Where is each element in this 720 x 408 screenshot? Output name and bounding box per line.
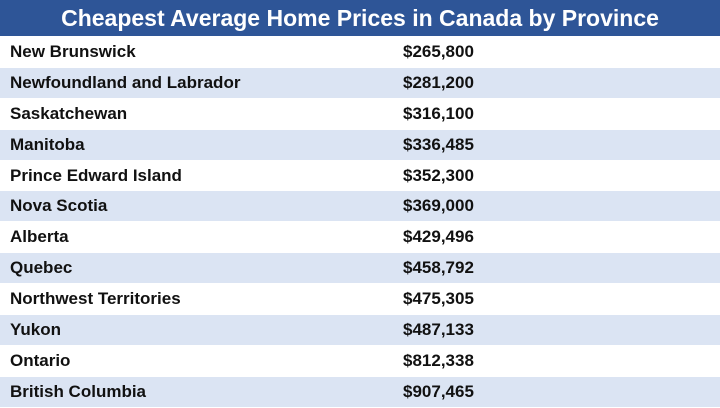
price-cell: $281,200 [403,72,474,92]
province-cell: Manitoba [10,134,85,154]
price-cell: $487,133 [403,320,474,340]
province-cell: British Columbia [10,381,147,401]
province-cell: Ontario [10,350,71,370]
price-cell: $907,465 [403,381,474,401]
table-row: Newfoundland and Labrador $281,200 [0,67,720,98]
table-row: British Columbia $907,465 [0,376,720,407]
province-cell: Newfoundland and Labrador [10,72,241,92]
province-cell: Yukon [10,320,62,340]
table-body: New Brunswick $265,800 Newfoundland and La… [0,37,720,408]
table-row: Ontario $812,338 [0,345,720,376]
table-row: New Brunswick $265,800 [0,37,720,67]
table-row: Northwest Territories $475,305 [0,284,720,315]
province-cell: New Brunswick [10,42,136,61]
table-row: Quebec $458,792 [0,253,720,284]
price-cell: $265,800 [403,42,474,61]
price-cell: $336,485 [403,134,474,154]
table-title: Cheapest Average Home Prices in Canada b… [0,0,720,36]
price-cell: $812,338 [403,350,474,370]
province-cell: Saskatchewan [10,103,128,123]
province-cell: Prince Edward Island [10,165,182,185]
province-cell: Nova Scotia [10,196,108,216]
price-cell: $369,000 [403,196,474,216]
price-cell: $352,300 [403,165,474,185]
price-cell: $475,305 [403,289,474,309]
province-cell: Alberta [10,227,69,247]
price-cell: $429,496 [403,227,474,247]
price-cell: $316,100 [403,103,474,123]
table-row: Prince Edward Island $352,300 [0,160,720,191]
table-row: Yukon $487,133 [0,315,720,346]
province-cell: Quebec [10,258,73,278]
table-row: Saskatchewan $316,100 [0,98,720,129]
table-row: Manitoba $336,485 [0,129,720,160]
table-row: Alberta $429,496 [0,222,720,253]
table-row: Nova Scotia $369,000 [0,191,720,222]
province-cell: Northwest Territories [10,289,181,309]
price-cell: $458,792 [403,258,474,278]
